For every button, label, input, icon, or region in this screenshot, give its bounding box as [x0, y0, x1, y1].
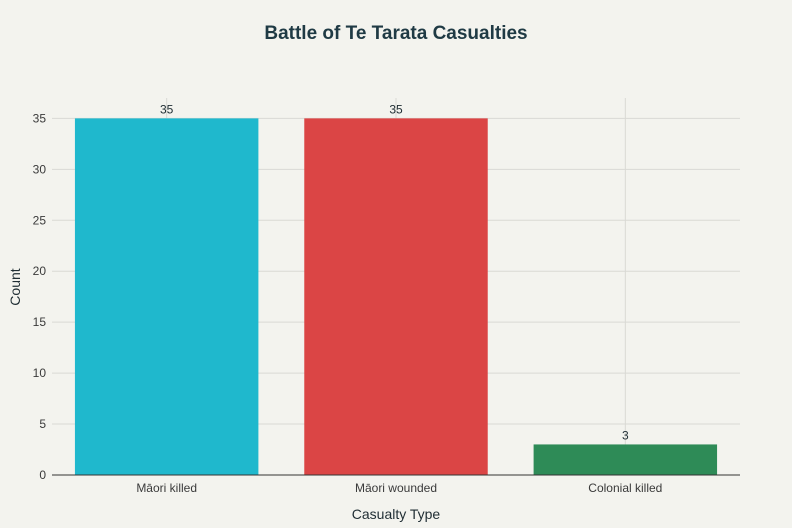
y-tick-label-1: 5 [39, 417, 46, 431]
x-category-label-2: Colonial killed [588, 481, 662, 495]
bar-1 [304, 118, 488, 475]
chart-title: Battle of Te Tarata Casualties [264, 23, 527, 44]
data-label-1: 35 [389, 102, 403, 116]
y-tick-label-6: 30 [33, 162, 47, 176]
y-tick-label-5: 25 [33, 213, 47, 227]
x-category-label-1: Māori wounded [355, 481, 437, 495]
y-axis-ticks: 0 5 10 15 20 25 30 35 [33, 111, 47, 482]
y-tick-label-7: 35 [33, 111, 47, 125]
y-tick-label-0: 0 [39, 468, 46, 482]
x-axis-label: Casualty Type [352, 506, 441, 522]
data-labels: 35 35 3 [160, 102, 629, 442]
x-axis-categories: Māori killed Māori wounded Colonial killed [136, 481, 662, 495]
data-label-0: 35 [160, 102, 174, 116]
bars [74, 118, 718, 475]
data-label-2: 3 [622, 428, 629, 442]
bar-0 [74, 118, 259, 475]
y-tick-label-3: 15 [33, 315, 47, 329]
y-tick-label-4: 20 [33, 264, 47, 278]
y-tick-label-2: 10 [33, 366, 47, 380]
bar-2 [533, 444, 718, 475]
x-category-label-0: Māori killed [136, 481, 197, 495]
y-axis-label: Count [7, 268, 23, 305]
